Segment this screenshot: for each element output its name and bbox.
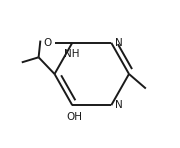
Text: N: N [115,100,123,110]
Text: O: O [44,38,52,48]
Text: OH: OH [66,112,82,123]
Text: NH: NH [64,49,79,59]
Text: N: N [115,38,123,48]
